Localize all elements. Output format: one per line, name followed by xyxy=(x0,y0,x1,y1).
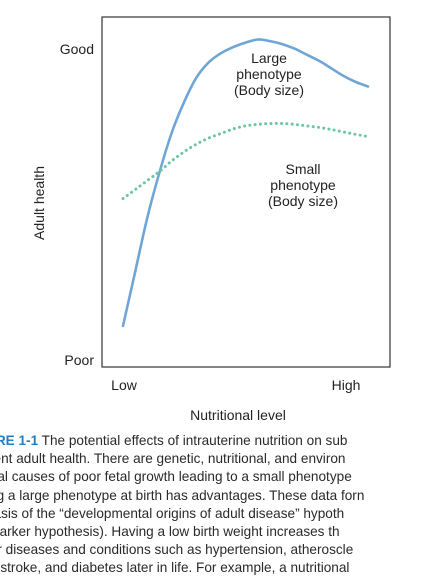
caption-line-5: basis of the “developmental origins of a… xyxy=(0,505,345,521)
x-tick-low: Low xyxy=(111,377,138,393)
caption-text: The potential effects of intrauterine nu… xyxy=(38,433,348,448)
series-lines xyxy=(121,38,370,328)
figure-caption: URE 1-1 The potential effects of intraut… xyxy=(0,432,430,578)
plot-frame xyxy=(101,16,391,368)
chart-text-labels: Good Poor Low High Nutritional level Adult he… xyxy=(31,41,360,420)
x-tick-high: High xyxy=(332,377,361,393)
y-tick-poor: Poor xyxy=(64,352,94,368)
x-axis-label: Nutritional level xyxy=(190,407,286,420)
large-phenotype-label: Large phenotype (Body size) xyxy=(234,50,304,98)
caption-line-1: URE 1-1 The potential effects of intraut… xyxy=(0,432,430,450)
y-tick-good: Good xyxy=(60,41,94,57)
small-phenotype-label: Small phenotype (Body size) xyxy=(268,161,338,209)
y-axis-label: Adult health xyxy=(31,166,47,240)
caption-line-4: ing a large phenotype at birth has advan… xyxy=(0,487,365,503)
caption-line-6: (Barker hypothesis). Having a low birth … xyxy=(0,523,340,539)
small-phenotype-curve xyxy=(121,121,370,201)
caption-line-7: for diseases and conditions such as hype… xyxy=(0,542,354,558)
large-phenotype-curve xyxy=(121,38,370,328)
caption-line-2: uent adult health. There are genetic, nu… xyxy=(0,451,346,467)
plot-border xyxy=(101,16,391,368)
caption-line-3: ntal causes of poor fetal growth leading… xyxy=(0,469,352,485)
figure-number-label: URE 1-1 xyxy=(0,433,39,448)
caption-line-8: s, stroke, and diabetes later in life. F… xyxy=(0,560,350,576)
phenotype-chart: Good Poor Low High Nutritional level Adult he… xyxy=(31,16,391,420)
